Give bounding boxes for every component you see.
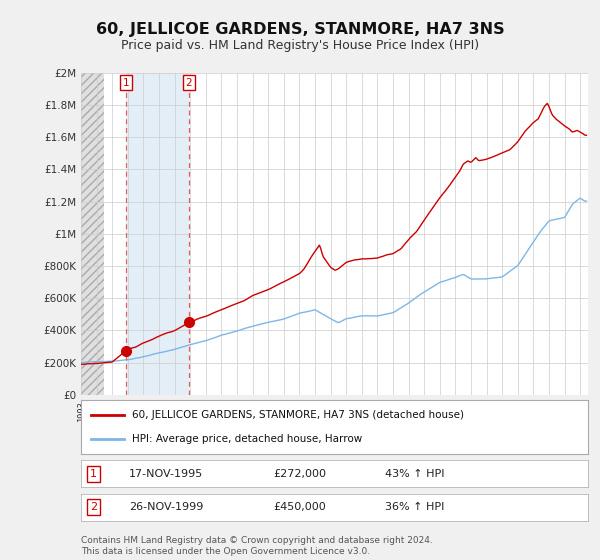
Text: 17-NOV-1995: 17-NOV-1995 — [129, 469, 203, 479]
Text: Contains HM Land Registry data © Crown copyright and database right 2024.
This d: Contains HM Land Registry data © Crown c… — [81, 536, 433, 556]
Text: 60, JELLICOE GARDENS, STANMORE, HA7 3NS: 60, JELLICOE GARDENS, STANMORE, HA7 3NS — [95, 22, 505, 38]
Text: 26-NOV-1999: 26-NOV-1999 — [129, 502, 203, 512]
Text: 2: 2 — [185, 78, 192, 87]
Text: 60, JELLICOE GARDENS, STANMORE, HA7 3NS (detached house): 60, JELLICOE GARDENS, STANMORE, HA7 3NS … — [132, 410, 464, 421]
Text: 43% ↑ HPI: 43% ↑ HPI — [385, 469, 445, 479]
Text: HPI: Average price, detached house, Harrow: HPI: Average price, detached house, Harr… — [132, 433, 362, 444]
Text: 1: 1 — [122, 78, 129, 87]
Text: 36% ↑ HPI: 36% ↑ HPI — [385, 502, 445, 512]
Bar — [81, 73, 104, 395]
Text: £272,000: £272,000 — [274, 469, 326, 479]
Text: 1: 1 — [90, 469, 97, 479]
Text: Price paid vs. HM Land Registry's House Price Index (HPI): Price paid vs. HM Land Registry's House … — [121, 39, 479, 52]
Text: 2: 2 — [90, 502, 97, 512]
Text: £450,000: £450,000 — [274, 502, 326, 512]
Bar — [126, 73, 188, 395]
